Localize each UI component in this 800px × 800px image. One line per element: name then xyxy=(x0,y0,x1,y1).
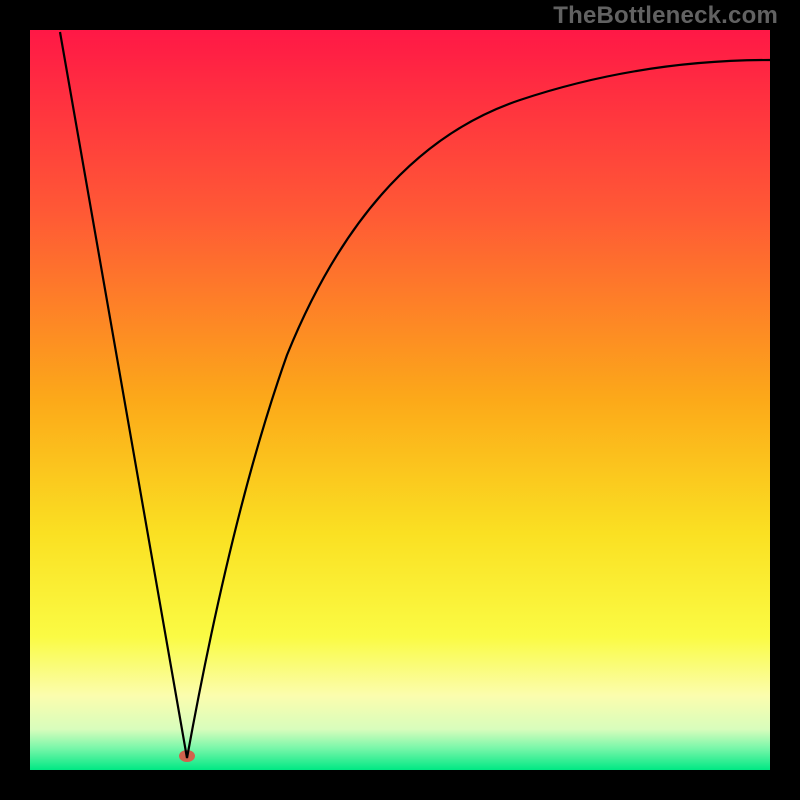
stage: TheBottleneck.com xyxy=(0,0,800,800)
chart-svg xyxy=(0,0,800,800)
plot-area xyxy=(30,30,770,770)
watermark-text: TheBottleneck.com xyxy=(553,2,778,30)
